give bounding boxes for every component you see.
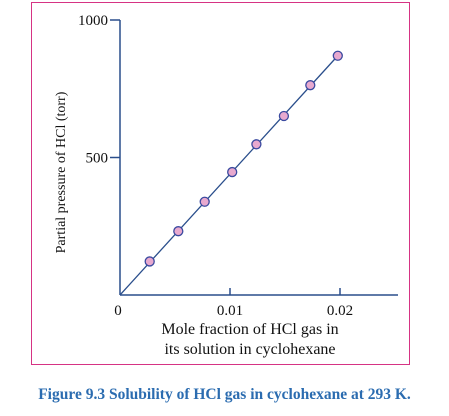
x-tick-label: 0 (114, 303, 122, 319)
x-axis-label: its solution in cyclohexane (164, 341, 335, 358)
figure-frame (31, 2, 410, 365)
data-point (144, 256, 155, 267)
chart: 500 1000 0 0.01 0.02 Mole fraction of HCl gas… (54, 13, 398, 358)
data-point (305, 80, 316, 91)
data-point (227, 166, 238, 178)
x-axis-label: Mole fraction of HCl gas in (161, 321, 338, 338)
x-tick-label: 0.02 (327, 303, 353, 319)
data-point (173, 226, 184, 237)
x-tick-label: 0.01 (217, 303, 243, 319)
y-axis-label: Partial pressure of HCl (torr) (54, 91, 69, 253)
y-tick-label: 500 (86, 151, 109, 167)
y-tick-label: 1000 (78, 13, 108, 29)
data-point (278, 110, 290, 122)
data-point (332, 50, 343, 61)
data-point (251, 139, 262, 150)
data-point (199, 196, 210, 207)
figure-caption: Figure 9.3 Solubility of HCl gas in cycl… (38, 386, 411, 403)
